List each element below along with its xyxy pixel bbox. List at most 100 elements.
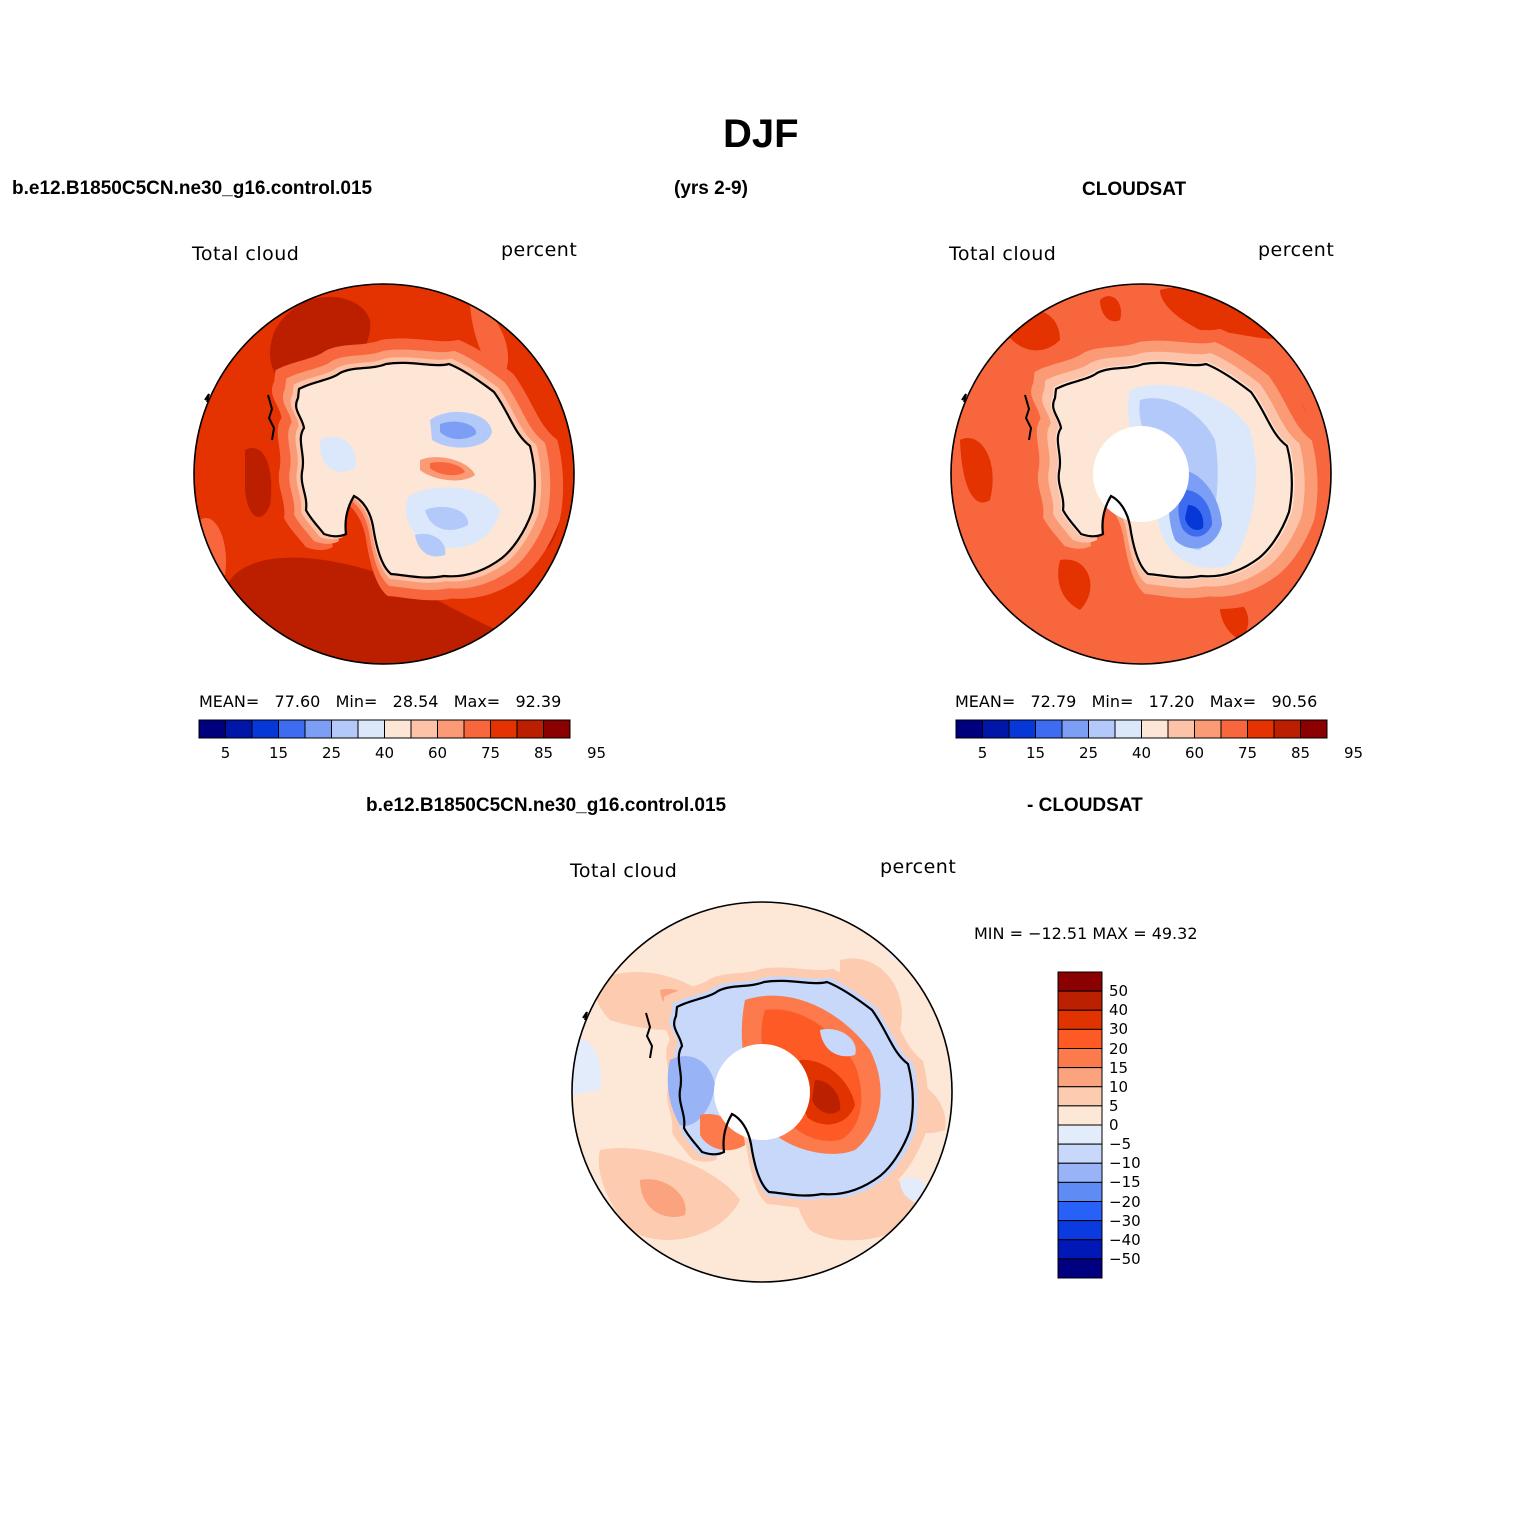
diff-case-name: b.e12.B1850C5CN.ne30_g16.control.015 [366,795,727,816]
obs-colorbar-box [1114,719,1142,739]
obs-colorbar-box [955,719,983,739]
diff-obs-name: - CLOUDSAT [1027,795,1143,816]
model-colorbar-box [198,719,226,739]
model-max-label: Max= [453,692,501,711]
obs-min-value: 17.20 [1148,692,1195,711]
diff-stats: MIN = −12.51 MAX = 49.32 [974,924,1198,943]
model-mean-label: MEAN= [199,692,260,711]
diff-colorbar-tick-label: 40 [1109,1001,1129,1020]
obs-colorbar-box [1220,719,1248,739]
diff-colorbar-tick-label: −5 [1109,1135,1132,1154]
model-colorbar-box [543,719,571,739]
diff-colorbar-tick-label: −30 [1109,1211,1141,1230]
diff-map [571,901,953,1283]
diff-colorbar-box [1057,1009,1103,1030]
diff-colorbar-tick-label: −15 [1109,1173,1141,1192]
model-colorbar-tick-label: 40 [374,744,395,762]
model-colorbar-box [463,719,491,739]
diff-colorbar [1057,971,1103,1279]
obs-colorbar-tick-label: 25 [1078,744,1099,762]
model-case-name: b.e12.B1850C5CN.ne30_g16.control.015 [12,178,373,199]
obs-name: CLOUDSAT [1082,179,1187,200]
diff-colorbar-box [1057,1220,1103,1241]
diff-colorbar-box [1057,1067,1103,1088]
obs-colorbar-tick-label: 5 [977,744,988,762]
model-colorbar-box [225,719,253,739]
model-min-value: 28.54 [392,692,439,711]
model-colorbar-tick-label: 60 [427,744,448,762]
model-units-label: percent [501,239,578,261]
model-colorbar-box [490,719,518,739]
obs-stats: MEAN= 72.79 Min= 17.20 Max= 90.56 [955,692,1317,711]
diff-colorbar-box [1057,971,1103,992]
diff-colorbar-tick-label: 15 [1109,1058,1129,1077]
obs-colorbar-box [1247,719,1275,739]
diff-colorbar-tick-label: −10 [1109,1154,1141,1173]
obs-colorbar-box [1008,719,1036,739]
diff-colorbar-tick-label: −50 [1109,1249,1141,1268]
obs-units-label: percent [1258,239,1335,261]
obs-map [950,283,1332,665]
diff-min-value: −12.51 [1028,924,1088,943]
diff-max-value: 49.32 [1151,924,1198,943]
model-colorbar-box [251,719,279,739]
model-colorbar [198,719,571,739]
diff-colorbar-tick-label: 0 [1109,1116,1119,1134]
model-colorbar-tick-label: 75 [480,744,501,762]
obs-max-value: 90.56 [1271,692,1318,711]
obs-colorbar-box [1300,719,1328,739]
obs-mean-label: MEAN= [955,692,1016,711]
diff-colorbar-box [1057,1048,1103,1069]
model-map [193,283,575,665]
obs-colorbar-box [1088,719,1116,739]
obs-colorbar-box [1141,719,1169,739]
model-stats: MEAN= 77.60 Min= 28.54 Max= 92.39 [199,692,561,711]
diff-colorbar-tick-label: 10 [1109,1077,1129,1096]
obs-colorbar-box [1167,719,1195,739]
model-colorbar-tick-label: 5 [220,744,231,762]
model-colorbar-tick-label: 95 [586,744,607,762]
years-label: (yrs 2-9) [674,178,748,199]
diff-colorbar-tick-label: 20 [1109,1039,1129,1058]
diff-units-label: percent [880,856,957,878]
obs-colorbar-tick-label: 85 [1290,744,1311,762]
diff-colorbar-box [1057,1143,1103,1164]
model-colorbar-tick-label: 25 [321,744,342,762]
diff-colorbar-box [1057,1162,1103,1183]
obs-colorbar-box [1194,719,1222,739]
model-colorbar-box [278,719,306,739]
model-colorbar-tick-label: 85 [533,744,554,762]
diff-colorbar-box [1057,1201,1103,1222]
obs-colorbar-box [1061,719,1089,739]
model-max-value: 92.39 [515,692,562,711]
diff-colorbar-box [1057,990,1103,1011]
diff-colorbar-tick-label: 50 [1109,982,1129,1001]
model-colorbar-box [304,719,332,739]
diff-colorbar-tick-label: −40 [1109,1230,1141,1249]
diff-colorbar-box [1057,1028,1103,1049]
model-colorbar-box [516,719,544,739]
diff-colorbar-tick-label: 30 [1109,1020,1129,1039]
obs-colorbar-tick-label: 40 [1131,744,1152,762]
model-min-label: Min= [335,692,378,711]
figure-title: DJF [723,112,799,156]
obs-colorbar-box [982,719,1010,739]
model-colorbar-box [357,719,385,739]
obs-colorbar-tick-label: 75 [1237,744,1258,762]
obs-variable-label: Total cloud [949,243,1057,265]
obs-colorbar-box [1035,719,1063,739]
obs-mean-value: 72.79 [1030,692,1077,711]
model-colorbar-box [331,719,359,739]
obs-colorbar-box [1273,719,1301,739]
diff-colorbar-box [1057,1105,1103,1126]
obs-colorbar-tick-label: 60 [1184,744,1205,762]
diff-colorbar-box [1057,1258,1103,1279]
obs-colorbar-tick-label: 15 [1025,744,1046,762]
diff-max-label: MAX = [1092,924,1147,943]
model-colorbar-tick-label: 15 [268,744,289,762]
model-mean-value: 77.60 [274,692,321,711]
diff-colorbar-tick-label: −20 [1109,1192,1141,1211]
diff-colorbar-box [1057,1124,1103,1145]
diff-colorbar-tick-label: 5 [1109,1096,1119,1115]
